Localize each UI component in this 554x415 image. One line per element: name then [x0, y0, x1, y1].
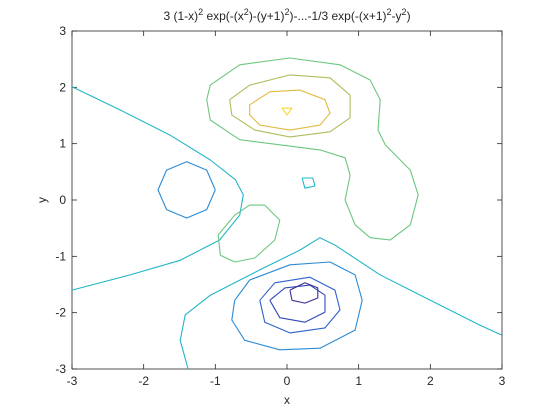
contour-line [229, 74, 351, 138]
title-superscript: 2 [284, 7, 289, 17]
title-text: exp(-(x [203, 9, 244, 23]
y-tick-label: -3 [55, 362, 66, 376]
title-superscript: 2 [198, 7, 203, 17]
x-tick-label: -1 [210, 374, 221, 388]
contour-line [269, 284, 326, 323]
contour-line [217, 204, 281, 263]
x-tick-label: 0 [284, 374, 291, 388]
title-text: ) [407, 9, 411, 23]
y-tick-label: -2 [55, 306, 66, 320]
contour-line [71, 86, 244, 291]
title-text: 3 (1-x) [163, 9, 198, 23]
title-superscript: 2 [244, 7, 249, 17]
contour-line [301, 177, 316, 189]
y-tick-label: -1 [55, 249, 66, 263]
contour-line [206, 57, 419, 241]
y-axis-label: y [35, 197, 49, 203]
contour-line [289, 282, 319, 304]
contour-line [249, 89, 331, 131]
contour-line [157, 161, 216, 219]
title-superscript: 2 [402, 7, 407, 17]
title-superscript: 2 [387, 7, 392, 17]
x-tick-label: -2 [138, 374, 149, 388]
contour-line [179, 237, 503, 370]
title-text: -y [392, 9, 402, 23]
contour-line [231, 261, 363, 351]
x-tick-label: 3 [499, 374, 506, 388]
y-tick-label: 0 [59, 193, 66, 207]
chart-title: 3 (1-x)2 exp(-(x2)-(y+1)2)-...-1/3 exp(-… [163, 7, 410, 23]
y-tick-label: 3 [59, 24, 66, 38]
x-axis-label: x [284, 393, 290, 407]
x-tick-label: 2 [427, 374, 434, 388]
title-text: )-(y+1) [249, 9, 285, 23]
x-tick-label: 1 [355, 374, 362, 388]
title-text: )-...-1/3 exp(-(x+1) [290, 9, 387, 23]
contour-line [281, 107, 293, 116]
contour-line [259, 276, 341, 334]
y-tick-label: 1 [59, 137, 66, 151]
y-tick-label: 2 [59, 80, 66, 94]
x-tick-label: -3 [67, 374, 78, 388]
